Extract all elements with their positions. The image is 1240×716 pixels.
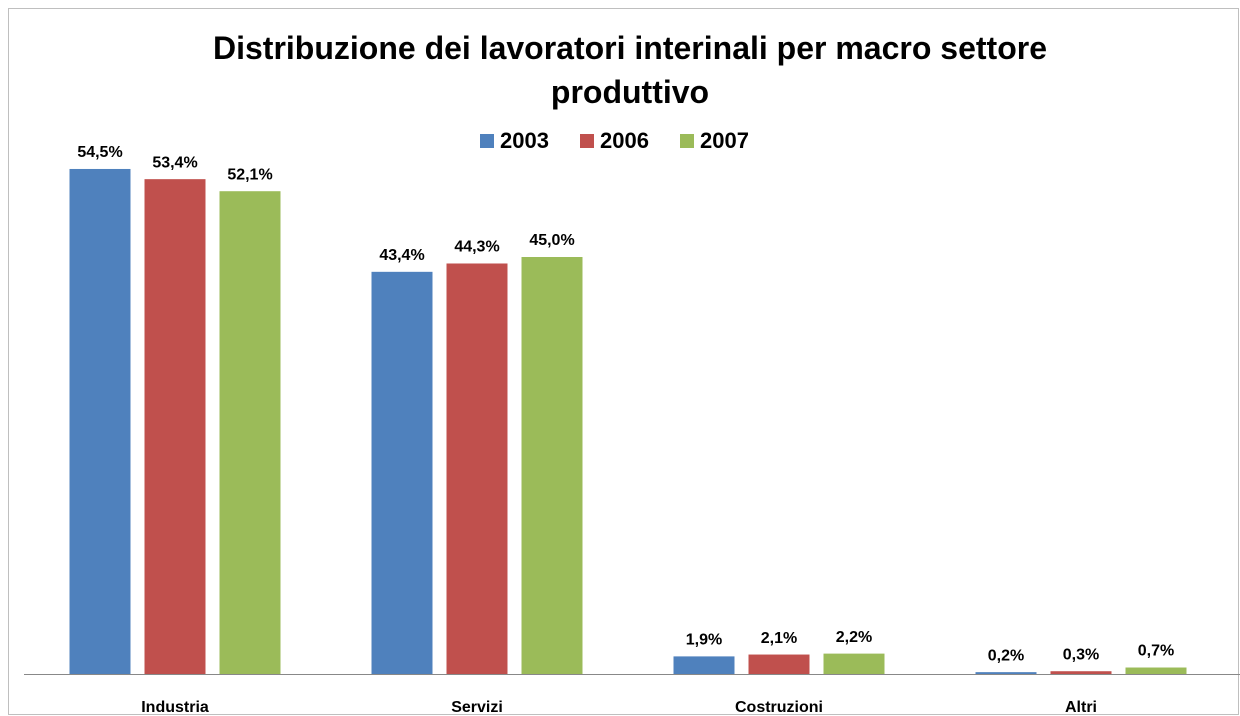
data-label: 1,9% bbox=[686, 632, 722, 649]
legend-swatch bbox=[680, 134, 694, 148]
x-tick-label: Servizi bbox=[451, 699, 503, 716]
chart-border bbox=[8, 8, 1239, 715]
bar bbox=[69, 168, 131, 674]
bar bbox=[823, 653, 885, 674]
data-label: 45,0% bbox=[529, 232, 574, 249]
legend-swatch bbox=[580, 134, 594, 148]
bar bbox=[144, 179, 206, 674]
data-label: 2,2% bbox=[836, 629, 872, 646]
data-label: 2,1% bbox=[761, 630, 797, 647]
data-label: 0,3% bbox=[1063, 646, 1099, 663]
bar bbox=[1050, 671, 1112, 674]
bar bbox=[521, 257, 583, 674]
legend-label: 2006 bbox=[600, 128, 649, 153]
chart-title: Distribuzione dei lavoratori interinali … bbox=[213, 30, 1047, 110]
data-label: 0,7% bbox=[1138, 643, 1174, 660]
data-label: 53,4% bbox=[152, 154, 197, 171]
bar bbox=[1125, 667, 1187, 674]
bar bbox=[748, 654, 810, 674]
x-tick-label: Altri bbox=[1065, 699, 1097, 716]
bar bbox=[673, 656, 735, 674]
data-label: 44,3% bbox=[454, 239, 499, 256]
legend-swatch bbox=[480, 134, 494, 148]
bar bbox=[371, 271, 433, 674]
legend-label: 2007 bbox=[700, 128, 749, 153]
data-label: 0,2% bbox=[988, 647, 1024, 664]
data-label: 52,1% bbox=[227, 166, 272, 183]
bar bbox=[219, 191, 281, 674]
data-label: 54,5% bbox=[77, 144, 122, 161]
data-label: 43,4% bbox=[379, 247, 424, 264]
bar bbox=[975, 672, 1037, 674]
x-tick-label: Costruzioni bbox=[735, 699, 823, 716]
legend-label: 2003 bbox=[500, 128, 549, 153]
x-tick-label: Industria bbox=[141, 699, 209, 716]
bar bbox=[446, 263, 508, 674]
